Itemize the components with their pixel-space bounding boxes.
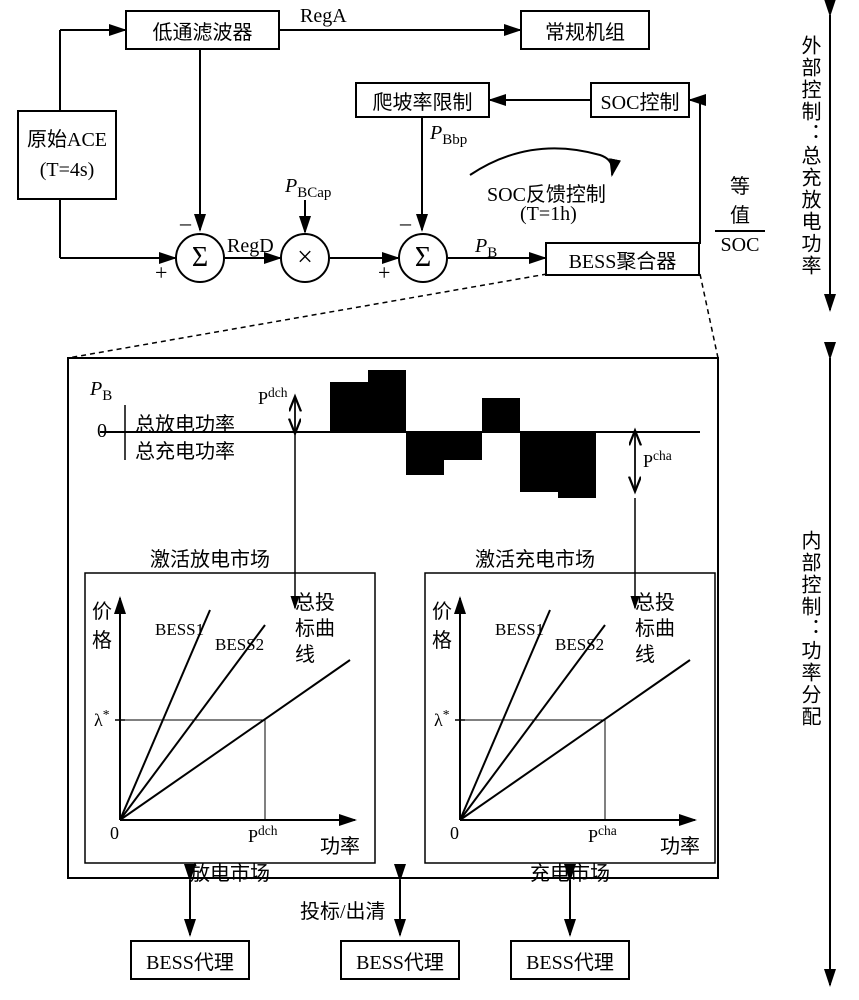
zero-axis-r: 0 — [450, 823, 459, 844]
pbcap-label: PBCap — [285, 175, 331, 202]
eqsoc-label: 等 值 SOC — [715, 170, 765, 257]
regD-label: RegD — [227, 235, 274, 258]
price-label-l: 价格 — [92, 595, 112, 653]
bess1-r: BESS1 — [495, 620, 544, 640]
chg-market-label: 充电市场 — [530, 857, 610, 886]
disch-market-label: 放电市场 — [190, 857, 270, 886]
sum1-minus: – — [180, 210, 191, 236]
sum2: Σ — [398, 233, 448, 283]
regA-label: RegA — [300, 5, 347, 28]
power-label-l: 功率 — [320, 830, 360, 859]
ramp-limit-box: 爬坡率限制 — [355, 82, 490, 118]
tot-disch-label: 总放电功率 — [135, 408, 235, 437]
sum1: Σ — [175, 233, 225, 283]
conv-unit-label: 常规机组 — [545, 16, 625, 45]
pcha-label: Pcha — [643, 448, 672, 472]
totbid-label-l: 总投标曲线 — [295, 590, 335, 668]
ace-t-label: (T=4s) — [40, 155, 95, 185]
bess2-r: BESS2 — [555, 635, 604, 655]
sum2-minus: – — [400, 210, 411, 236]
conv-unit-box: 常规机组 — [520, 10, 650, 50]
bess-agent-3: BESS代理 — [510, 940, 630, 980]
ramp-limit-label: 爬坡率限制 — [373, 86, 473, 115]
lambda-r: λ* — [434, 707, 449, 731]
pdch-label: Pdch — [258, 385, 288, 409]
power-label-r: 功率 — [660, 830, 700, 859]
ace-label: 原始ACE — [27, 125, 107, 155]
tot-chg-label: 总充电功率 — [135, 435, 235, 464]
bess2-l: BESS2 — [215, 635, 264, 655]
sum2-plus: + — [378, 260, 390, 286]
pb-arrow-label: PB — [475, 235, 497, 262]
bid-clear-label: 投标/出清 — [300, 895, 386, 924]
soc-fb-t-label: (T=1h) — [520, 203, 577, 226]
bess-agent-1: BESS代理 — [130, 940, 250, 980]
act-disch-label: 激活放电市场 — [150, 543, 270, 572]
panel-zero: 0 — [97, 420, 107, 443]
zero-axis-l: 0 — [110, 823, 119, 844]
pbbp-label: PBbp — [430, 122, 467, 149]
mul: × — [280, 233, 330, 283]
ext-ctrl-label: 外部控制：总充放电功率 — [795, 35, 824, 277]
pdch-axis-l: Pdch — [248, 823, 278, 847]
bess-agg-label: BESS聚合器 — [569, 245, 677, 274]
soc-control-box: SOC控制 — [590, 82, 690, 118]
ace-box: 原始ACE (T=4s) — [17, 110, 117, 200]
bess-agent-2: BESS代理 — [340, 940, 460, 980]
totbid-label-r: 总投标曲线 — [635, 590, 675, 668]
pcha-axis-r: Pcha — [588, 823, 617, 847]
lambda-l: λ* — [94, 707, 109, 731]
price-label-r: 价格 — [432, 595, 452, 653]
panel-pb-label: PB — [90, 378, 112, 405]
lpf-box: 低通滤波器 — [125, 10, 280, 50]
sum1-plus: + — [155, 260, 167, 286]
bess1-l: BESS1 — [155, 620, 204, 640]
int-ctrl-label: 内部控制：功率分配 — [795, 530, 824, 728]
soc-control-label: SOC控制 — [601, 86, 680, 115]
lpf-label: 低通滤波器 — [153, 16, 253, 45]
bess-agg-box: BESS聚合器 — [545, 242, 700, 276]
act-chg-label: 激活充电市场 — [475, 543, 595, 572]
